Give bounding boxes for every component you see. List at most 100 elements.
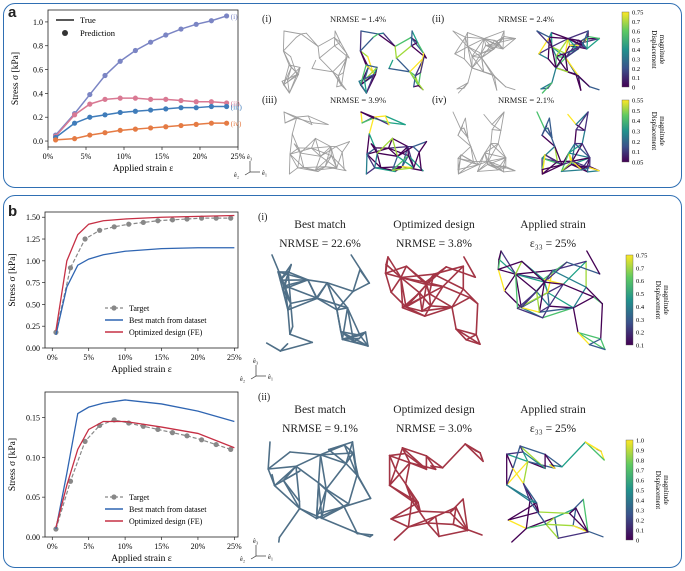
strut [350,254,371,284]
strut [287,271,309,281]
strut [480,44,487,54]
lattice-a-iii-undeformed [283,111,350,175]
strut [516,307,544,319]
strut [412,140,428,148]
strut [497,268,506,292]
strut [470,145,474,163]
strut [388,67,411,73]
strut [426,522,455,526]
strut [339,330,369,347]
strut [497,143,507,159]
strut [418,151,422,171]
colorbar-tick-label: 0.1 [632,149,640,156]
strut [462,498,469,532]
axis-e2-label: ê₂ [240,556,245,563]
legend-label: Optimized design (FE) [129,517,203,526]
lattice-a-i-deformed [358,30,427,94]
lattice-a-iv-deformed [536,111,600,175]
strut [457,117,466,136]
strut [418,291,423,312]
strut [425,455,437,471]
strut [551,67,557,84]
prediction-marker [193,99,199,105]
strut [384,115,390,126]
strut [407,499,413,528]
strut [366,153,376,169]
strut [289,153,305,169]
strut [339,330,355,343]
strut [538,46,553,55]
strut [500,111,505,131]
strut [345,462,358,476]
y-tick-label: 0.15 [26,413,40,422]
strut [568,152,591,159]
strut [557,531,589,539]
prediction-marker [117,127,123,133]
strut [442,265,465,288]
strut [297,167,319,172]
strut [343,444,354,454]
prediction-marker [117,58,123,64]
strut [475,302,479,336]
x-tick-label: 10% [117,152,132,161]
lattice-b-i-best-match [265,254,371,352]
strut [376,152,399,157]
strut [296,116,313,126]
strut [271,473,276,487]
strut [463,256,477,279]
strut [346,307,361,337]
strut [588,338,602,346]
strut [516,290,538,310]
strut [421,306,453,312]
strut [404,452,428,471]
strut [307,115,313,126]
prediction-marker [148,125,154,131]
legend-label: Optimized design (FE) [129,328,203,337]
strut [581,37,601,44]
strut [390,291,407,308]
strut [409,71,424,91]
strut [330,155,338,169]
strut [451,296,471,309]
strut [449,506,457,514]
strut [327,441,354,451]
prediction-marker [208,99,214,105]
strut [457,145,472,159]
strut [506,467,514,486]
strut [311,59,317,69]
prediction-marker [224,103,230,110]
strut [584,441,605,461]
strut [395,57,411,73]
strut [393,526,410,541]
strut [359,30,362,52]
strut [404,461,411,485]
strut [584,441,602,452]
strut [429,285,444,307]
strut [283,111,297,119]
strut [462,288,479,305]
target-marker [155,218,161,224]
strut [572,286,587,309]
strut [411,30,419,44]
strut [511,527,527,543]
strut [307,279,329,284]
strut [471,55,485,73]
strut [284,117,297,124]
strut [550,31,569,40]
strut [568,142,576,154]
strut [507,511,540,521]
strut [343,497,372,508]
prediction-marker [208,120,214,126]
colorbar-tick-label: 0.1 [636,528,644,535]
strut [326,281,338,311]
x-tick-label: 15% [155,152,170,161]
x-tick-label: 25% [227,542,242,551]
strut [387,147,399,157]
strut [412,145,420,153]
strut [289,133,293,155]
strut [352,269,361,293]
strut [543,281,549,294]
legend-prediction-label: Prediction [80,28,116,38]
strut [316,505,345,515]
strut [475,333,481,346]
